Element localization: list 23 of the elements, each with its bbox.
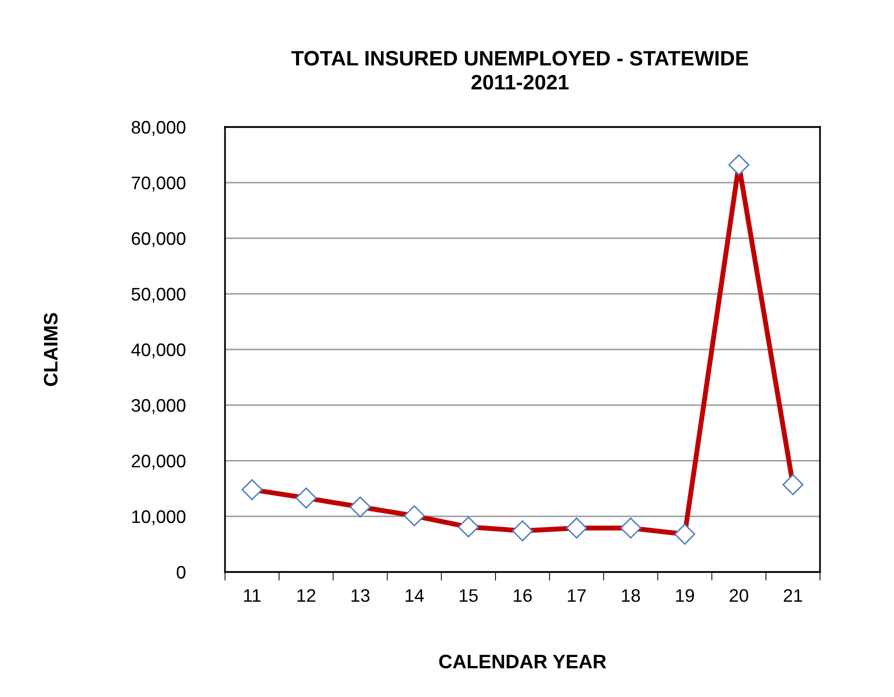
x-tick-label: 17 [568,589,586,602]
x-tick-label: 12 [297,589,316,602]
x-tick-label: 21 [784,589,802,602]
y-tick-label: 30,000 [132,399,186,414]
y-axis-title: CLAIMS [44,312,58,386]
y-tick-label: 10,000 [132,510,186,526]
x-tick-label: 15 [460,589,478,602]
x-tick-label: 19 [676,589,694,602]
x-tick-label: 14 [406,589,424,602]
y-tick-label: 60,000 [132,232,186,248]
x-tick-label: 11 [244,589,261,602]
y-tick-label: 40,000 [131,343,186,358]
y-tick-label: 70,000 [132,176,186,192]
x-axis-title: CALENDAR YEAR [439,654,606,668]
chart-title: TOTAL INSURED UNEMPLOYED - STATEWIDE 2011-2021 [291,50,748,90]
x-tick-label: 16 [514,589,532,602]
x-tick-label: 13 [352,589,370,602]
y-tick-label: 80,000 [132,120,186,136]
y-tick-label: 0 [176,566,186,579]
y-tick-label: 20,000 [132,454,186,470]
x-tick-label: 18 [622,589,640,602]
x-tick-label: 20 [730,589,748,602]
y-tick-label: 50,000 [132,288,186,303]
